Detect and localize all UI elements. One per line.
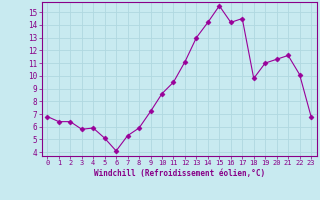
X-axis label: Windchill (Refroidissement éolien,°C): Windchill (Refroidissement éolien,°C) bbox=[94, 169, 265, 178]
